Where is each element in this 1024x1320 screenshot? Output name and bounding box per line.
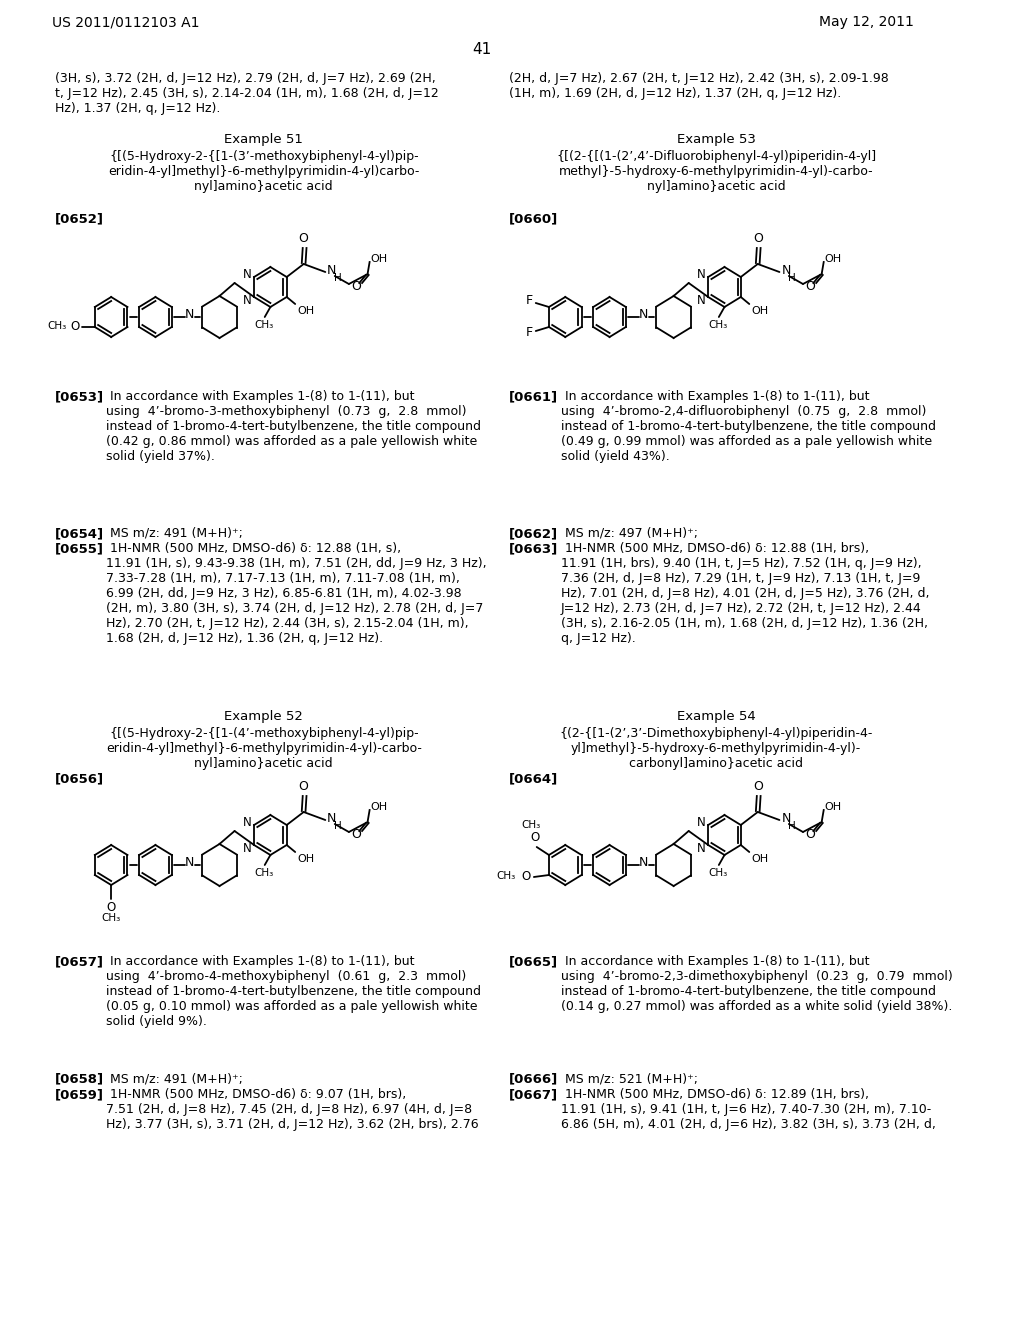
- Text: {[(5-Hydroxy-2-{[1-(3’-methoxybiphenyl-4-yl)pip-
eridin-4-yl]methyl}-6-methylpyr: {[(5-Hydroxy-2-{[1-(3’-methoxybiphenyl-4…: [109, 150, 420, 193]
- Text: N: N: [184, 309, 195, 322]
- Text: MS m/z: 491 (M+H)⁺;: MS m/z: 491 (M+H)⁺;: [106, 527, 244, 540]
- Text: O: O: [299, 780, 308, 793]
- Text: In accordance with Examples 1-(8) to 1-(11), but
using  4’-bromo-2,3-dimethoxybi: In accordance with Examples 1-(8) to 1-(…: [560, 954, 952, 1012]
- Text: N: N: [639, 309, 648, 322]
- Text: Example 51: Example 51: [224, 133, 303, 147]
- Text: CH₃: CH₃: [254, 869, 273, 878]
- Text: CH₃: CH₃: [47, 321, 67, 331]
- Text: O: O: [71, 319, 80, 333]
- Text: In accordance with Examples 1-(8) to 1-(11), but
using  4’-bromo-3-methoxybiphen: In accordance with Examples 1-(8) to 1-(…: [106, 389, 481, 463]
- Text: OH: OH: [752, 306, 768, 315]
- Text: O: O: [522, 870, 531, 883]
- Text: O: O: [351, 828, 361, 841]
- Text: N: N: [328, 264, 337, 276]
- Text: OH: OH: [371, 253, 388, 264]
- Text: [0665]: [0665]: [509, 954, 558, 968]
- Text: [0663]: [0663]: [509, 543, 558, 554]
- Text: [0667]: [0667]: [509, 1088, 558, 1101]
- Text: 1H-NMR (500 MHz, DMSO-d6) δ: 12.88 (1H, brs),
11.91 (1H, brs), 9.40 (1H, t, J=5 : 1H-NMR (500 MHz, DMSO-d6) δ: 12.88 (1H, …: [560, 543, 929, 645]
- Text: N: N: [243, 293, 252, 306]
- Text: {[(2-{[(1-(2’,4’-Difluorobiphenyl-4-yl)piperidin-4-yl]
methyl}-5-hydroxy-6-methy: {[(2-{[(1-(2’,4’-Difluorobiphenyl-4-yl)p…: [556, 150, 877, 193]
- Text: N: N: [697, 816, 706, 829]
- Text: [0659]: [0659]: [54, 1088, 103, 1101]
- Text: OH: OH: [297, 306, 314, 315]
- Text: O: O: [806, 280, 815, 293]
- Text: N: N: [697, 268, 706, 281]
- Text: F: F: [525, 326, 532, 338]
- Text: H: H: [787, 273, 796, 282]
- Text: In accordance with Examples 1-(8) to 1-(11), but
using  4’-bromo-2,4-difluorobip: In accordance with Examples 1-(8) to 1-(…: [560, 389, 936, 463]
- Text: O: O: [530, 832, 540, 843]
- Text: OH: OH: [824, 803, 842, 812]
- Text: O: O: [351, 280, 361, 293]
- Text: MS m/z: 491 (M+H)⁺;: MS m/z: 491 (M+H)⁺;: [106, 1072, 244, 1085]
- Text: 41: 41: [473, 42, 492, 57]
- Text: Example 52: Example 52: [224, 710, 303, 723]
- Text: CH₃: CH₃: [709, 869, 727, 878]
- Text: N: N: [243, 816, 252, 829]
- Text: 1H-NMR (500 MHz, DMSO-d6) δ: 12.88 (1H, s),
11.91 (1H, s), 9.43-9.38 (1H, m), 7.: 1H-NMR (500 MHz, DMSO-d6) δ: 12.88 (1H, …: [106, 543, 487, 645]
- Text: Example 53: Example 53: [677, 133, 756, 147]
- Text: F: F: [525, 294, 532, 308]
- Text: N: N: [697, 293, 706, 306]
- Text: 1H-NMR (500 MHz, DMSO-d6) δ: 12.89 (1H, brs),
11.91 (1H, s), 9.41 (1H, t, J=6 Hz: 1H-NMR (500 MHz, DMSO-d6) δ: 12.89 (1H, …: [560, 1088, 936, 1131]
- Text: May 12, 2011: May 12, 2011: [819, 15, 913, 29]
- Text: CH₃: CH₃: [709, 319, 727, 330]
- Text: CH₃: CH₃: [521, 820, 541, 830]
- Text: N: N: [328, 812, 337, 825]
- Text: (2H, d, J=7 Hz), 2.67 (2H, t, J=12 Hz), 2.42 (3H, s), 2.09-1.98
(1H, m), 1.69 (2: (2H, d, J=7 Hz), 2.67 (2H, t, J=12 Hz), …: [509, 73, 889, 100]
- Text: [0658]: [0658]: [54, 1072, 103, 1085]
- Text: [0655]: [0655]: [54, 543, 103, 554]
- Text: OH: OH: [752, 854, 768, 865]
- Text: [0661]: [0661]: [509, 389, 558, 403]
- Text: O: O: [106, 902, 116, 913]
- Text: US 2011/0112103 A1: US 2011/0112103 A1: [52, 15, 200, 29]
- Text: [0664]: [0664]: [509, 772, 558, 785]
- Text: CH₃: CH₃: [497, 871, 516, 880]
- Text: H: H: [334, 821, 342, 832]
- Text: N: N: [243, 268, 252, 281]
- Text: OH: OH: [371, 803, 388, 812]
- Text: N: N: [697, 842, 706, 854]
- Text: In accordance with Examples 1-(8) to 1-(11), but
using  4’-bromo-4-methoxybiphen: In accordance with Examples 1-(8) to 1-(…: [106, 954, 481, 1028]
- Text: CH₃: CH₃: [254, 319, 273, 330]
- Text: [0653]: [0653]: [54, 389, 103, 403]
- Text: (3H, s), 3.72 (2H, d, J=12 Hz), 2.79 (2H, d, J=7 Hz), 2.69 (2H,
t, J=12 Hz), 2.4: (3H, s), 3.72 (2H, d, J=12 Hz), 2.79 (2H…: [54, 73, 438, 115]
- Text: O: O: [753, 780, 763, 793]
- Text: [0656]: [0656]: [54, 772, 103, 785]
- Text: [0662]: [0662]: [509, 527, 558, 540]
- Text: 1H-NMR (500 MHz, DMSO-d6) δ: 9.07 (1H, brs),
7.51 (2H, d, J=8 Hz), 7.45 (2H, d, : 1H-NMR (500 MHz, DMSO-d6) δ: 9.07 (1H, b…: [106, 1088, 479, 1131]
- Text: N: N: [639, 857, 648, 870]
- Text: N: N: [243, 842, 252, 854]
- Text: O: O: [806, 828, 815, 841]
- Text: OH: OH: [297, 854, 314, 865]
- Text: CH₃: CH₃: [101, 913, 121, 923]
- Text: N: N: [781, 264, 791, 276]
- Text: {[(5-Hydroxy-2-{[1-(4’-methoxybiphenyl-4-yl)pip-
eridin-4-yl]methyl}-6-methylpyr: {[(5-Hydroxy-2-{[1-(4’-methoxybiphenyl-4…: [105, 727, 422, 770]
- Text: H: H: [787, 821, 796, 832]
- Text: [0657]: [0657]: [54, 954, 103, 968]
- Text: MS m/z: 497 (M+H)⁺;: MS m/z: 497 (M+H)⁺;: [560, 527, 697, 540]
- Text: [0666]: [0666]: [509, 1072, 558, 1085]
- Text: [0660]: [0660]: [509, 213, 558, 224]
- Text: Example 54: Example 54: [677, 710, 756, 723]
- Text: [0652]: [0652]: [54, 213, 103, 224]
- Text: MS m/z: 521 (M+H)⁺;: MS m/z: 521 (M+H)⁺;: [560, 1072, 697, 1085]
- Text: {(2-{[1-(2’,3’-Dimethoxybiphenyl-4-yl)piperidin-4-
yl]methyl}-5-hydroxy-6-methyl: {(2-{[1-(2’,3’-Dimethoxybiphenyl-4-yl)pi…: [559, 727, 872, 770]
- Text: OH: OH: [824, 253, 842, 264]
- Text: H: H: [334, 273, 342, 282]
- Text: [0654]: [0654]: [54, 527, 103, 540]
- Text: O: O: [753, 232, 763, 246]
- Text: N: N: [184, 857, 195, 870]
- Text: N: N: [781, 812, 791, 825]
- Text: O: O: [299, 232, 308, 246]
